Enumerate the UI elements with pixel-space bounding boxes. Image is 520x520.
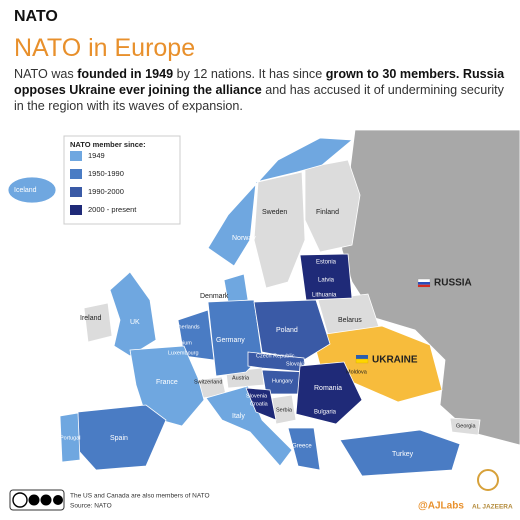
finland [304,159,361,253]
country-label: Luxembourg [168,350,199,356]
country-label: Poland [276,327,298,334]
france [129,345,205,427]
baltics [299,253,353,301]
romania-bulgaria [295,361,363,425]
country-label: Slovenia [246,393,268,399]
text-bold: grown to 30 members. [325,67,460,81]
aj-logo [477,469,499,491]
ireland [83,302,113,343]
turkey [339,429,461,477]
country-label: Bulgaria [314,410,337,416]
country-label: Austria [232,375,250,381]
country-label: Iceland [14,187,37,194]
text: NATO was [14,67,78,81]
legend-box [63,135,181,225]
country-label: Moldova [346,369,368,375]
country-label: Turkey [392,451,414,458]
iceland [7,176,57,204]
ukraine-flag [355,358,369,364]
country-label: Romania [314,385,342,392]
czech-slovakia [247,351,307,373]
country-label: Slovakia [286,361,308,367]
country-label: Serbia [276,407,293,413]
text-bold: founded in 1949 [77,67,174,81]
uk [109,271,157,357]
legend-label: 1990-2000 [88,187,124,196]
legend-label: 1949 [88,151,105,160]
greece [287,427,321,471]
ukraine-flag [356,355,368,359]
kicker: NATO [14,8,58,25]
country-label: UK [130,319,140,326]
country-label: Portugal [60,435,81,441]
footer-note: The US and Canada are also members of NA… [70,493,210,500]
russia [334,129,520,446]
country-label: Sweden [262,209,287,216]
country-label: Belgium [172,340,192,346]
country-label: Ireland [80,315,102,322]
country-label: Switzerland [194,379,222,385]
legend-swatch [70,151,82,161]
country-label: Germany [216,337,245,344]
legend-items: 1949 1950-1990 1990-2000 2000 - present [70,151,137,215]
sweden [253,171,306,289]
portugal [59,412,81,463]
country-label: Italy [232,413,245,420]
text: and has accused it of undermining securi… [14,83,504,113]
country-label: Norway [232,235,256,242]
country-label: Czech Republic [256,353,295,359]
legend-swatch [70,187,82,197]
legend-swatch [70,169,82,179]
russia-flag [418,282,430,285]
legend-swatch [70,205,82,215]
handle: @AJLabs [418,501,464,512]
country-label: Belarus [338,317,362,324]
country-label: Hungary [272,378,293,384]
country-label: Finland [316,209,339,216]
country-label: Netherlands [170,324,200,330]
legend-title: NATO member since: [70,140,146,149]
text: by 12 nations. It has since [173,67,326,81]
georgia [449,417,481,436]
norway [207,137,354,267]
country-label: Greece [292,444,312,450]
slovenia-croatia [245,387,277,421]
country-label: Estonia [316,260,337,266]
country-label: Spain [110,435,128,442]
title: NATO in Europe [14,34,196,62]
country-label: Latvia [318,278,335,284]
country-label: Georgia [456,423,477,429]
country-label: Croatia [250,401,269,407]
cc-icon [9,489,65,511]
ukraine-label: UKRAINE [372,355,418,366]
text-bold: Russia opposes Ukraine ever joining the … [14,67,505,97]
brand: AL JAZEERA [472,504,513,511]
russia-flag [418,284,430,287]
legend-label: 1950-1990 [88,169,124,178]
country-label: France [156,379,178,386]
footer-source: Source: NATO [70,503,112,510]
description: NATO was founded in 1949 by 12 nations. … [14,66,509,114]
russia-label: RUSSIA [434,278,472,289]
country-label: Denmark [200,293,229,300]
country-label: Lithuania [312,293,337,299]
legend-label: 2000 - present [88,205,137,214]
country-labels: Iceland Norway Sweden Finland Estonia La… [14,187,477,458]
